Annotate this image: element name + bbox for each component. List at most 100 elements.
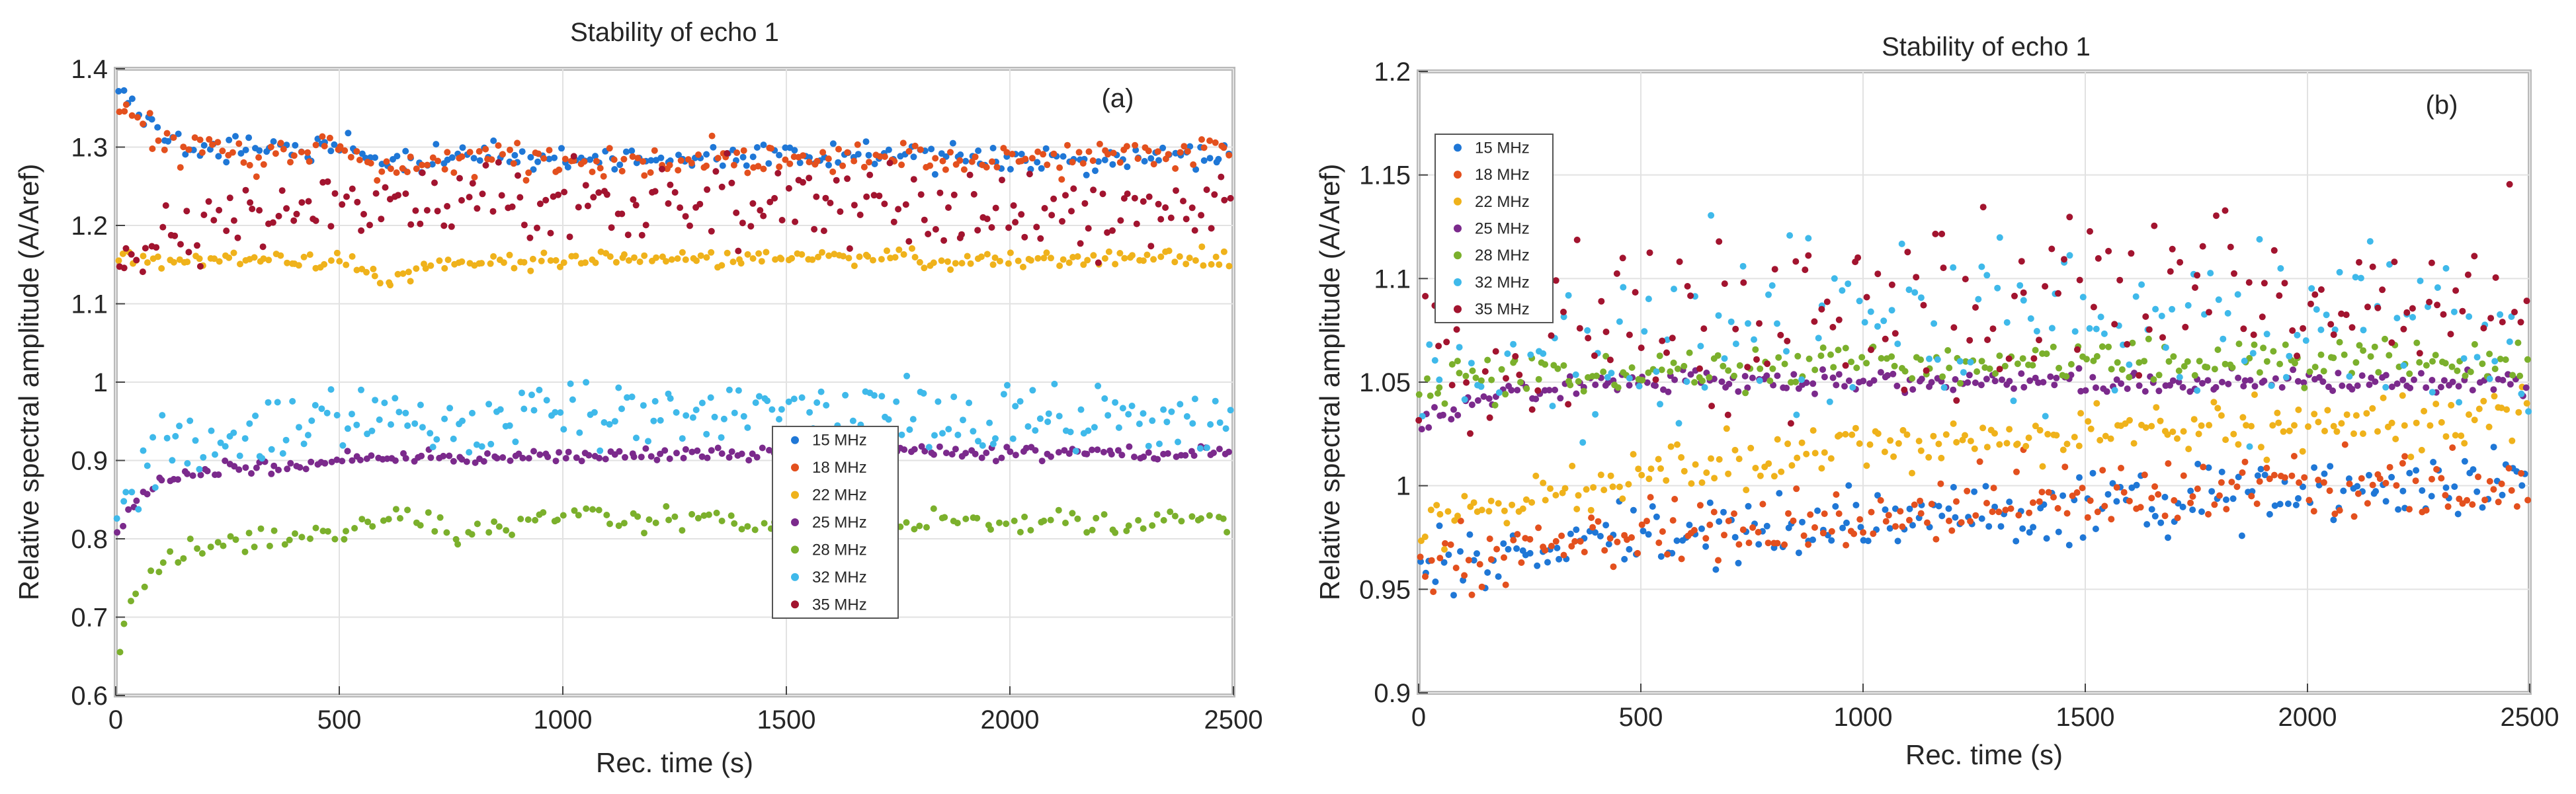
data-point: [2065, 541, 2073, 549]
data-point: [2055, 528, 2062, 536]
data-point: [1805, 235, 1812, 242]
data-point: [2429, 389, 2436, 396]
data-point: [341, 147, 349, 154]
data-point: [402, 455, 409, 462]
data-point: [407, 153, 414, 161]
data-point: [1220, 144, 1227, 151]
data-point: [476, 148, 483, 155]
legend-item: 18 MHz: [1454, 166, 1530, 184]
data-point: [2136, 372, 2143, 379]
data-point: [540, 155, 548, 162]
data-point: [1037, 235, 1044, 242]
data-point: [1966, 337, 1974, 344]
data-point: [376, 416, 383, 423]
data-point: [1632, 289, 1639, 296]
data-point: [2289, 327, 2296, 334]
series-35-mhz: [1415, 180, 2530, 437]
y-tick-label: 0.95: [1359, 575, 1411, 604]
data-point: [1731, 446, 1739, 454]
data-point: [2093, 384, 2099, 391]
data-point: [1552, 537, 1559, 545]
data-point: [1972, 304, 1979, 311]
data-point: [860, 163, 868, 171]
data-point: [2208, 488, 2216, 495]
data-point: [864, 253, 872, 260]
data-point: [526, 234, 534, 241]
data-point: [121, 108, 128, 115]
data-point: [2215, 296, 2222, 303]
data-point: [135, 506, 142, 513]
data-point: [1004, 381, 1011, 389]
data-point: [1895, 440, 1902, 447]
data-point: [177, 241, 184, 248]
data-point: [2417, 370, 2425, 377]
data-point: [1802, 266, 1809, 274]
data-point: [1659, 337, 1666, 344]
data-point: [2243, 422, 2250, 429]
data-point: [1863, 360, 1870, 367]
data-point: [1092, 167, 1099, 175]
data-point: [1101, 395, 1108, 402]
data-point: [1984, 337, 1991, 343]
data-point: [1806, 355, 1813, 362]
data-point: [519, 389, 525, 397]
data-point: [1415, 391, 1423, 398]
data-point: [1565, 401, 1572, 408]
data-point: [573, 454, 580, 461]
data-point: [1510, 340, 1517, 348]
data-point: [1125, 411, 1132, 418]
data-point: [1469, 367, 1476, 374]
data-point: [2256, 236, 2263, 243]
data-point: [1978, 515, 1985, 522]
data-point: [771, 194, 778, 202]
data-point: [2222, 207, 2229, 214]
data-point: [753, 454, 761, 461]
data-point: [1909, 375, 1916, 382]
data-point: [441, 264, 448, 272]
data-point: [1610, 563, 1617, 571]
data-point: [2036, 498, 2043, 505]
data-point: [535, 150, 542, 157]
data-point: [1094, 446, 1101, 454]
data-point: [2157, 417, 2164, 424]
data-point: [932, 155, 939, 162]
data-point: [979, 442, 986, 449]
data-point: [1971, 488, 1978, 495]
data-point: [2348, 385, 2356, 393]
data-point: [1727, 318, 1735, 325]
data-point: [2026, 509, 2033, 516]
data-point: [653, 157, 659, 164]
data-point: [726, 386, 733, 393]
data-point: [1708, 212, 1715, 219]
data-point: [198, 550, 206, 557]
data-point: [1946, 364, 1953, 372]
data-point: [1909, 469, 1915, 477]
data-point: [2030, 355, 2038, 362]
legend-label: 15 MHz: [1475, 139, 1530, 157]
data-point: [932, 225, 939, 233]
data-point: [753, 144, 761, 151]
data-point: [2207, 270, 2214, 277]
data-point: [903, 519, 910, 526]
data-point: [1930, 432, 1937, 440]
data-point: [542, 196, 550, 204]
data-point: [760, 212, 767, 219]
data-point: [546, 155, 553, 163]
data-point: [698, 399, 706, 407]
data-point: [2449, 378, 2456, 385]
data-point: [675, 151, 682, 159]
data-point: [2220, 335, 2227, 342]
data-point: [371, 272, 378, 280]
data-point: [1630, 451, 1637, 458]
data-point: [1608, 370, 1615, 377]
data-point: [133, 497, 140, 504]
data-point: [1701, 384, 1708, 391]
data-point: [1953, 397, 1960, 404]
data-point: [2133, 481, 2140, 489]
data-point: [1427, 392, 1434, 399]
legend-marker: [791, 600, 799, 609]
data-point: [1565, 292, 1572, 299]
data-point: [2400, 362, 2407, 369]
data-point: [2366, 471, 2372, 479]
data-point: [1487, 556, 1495, 563]
